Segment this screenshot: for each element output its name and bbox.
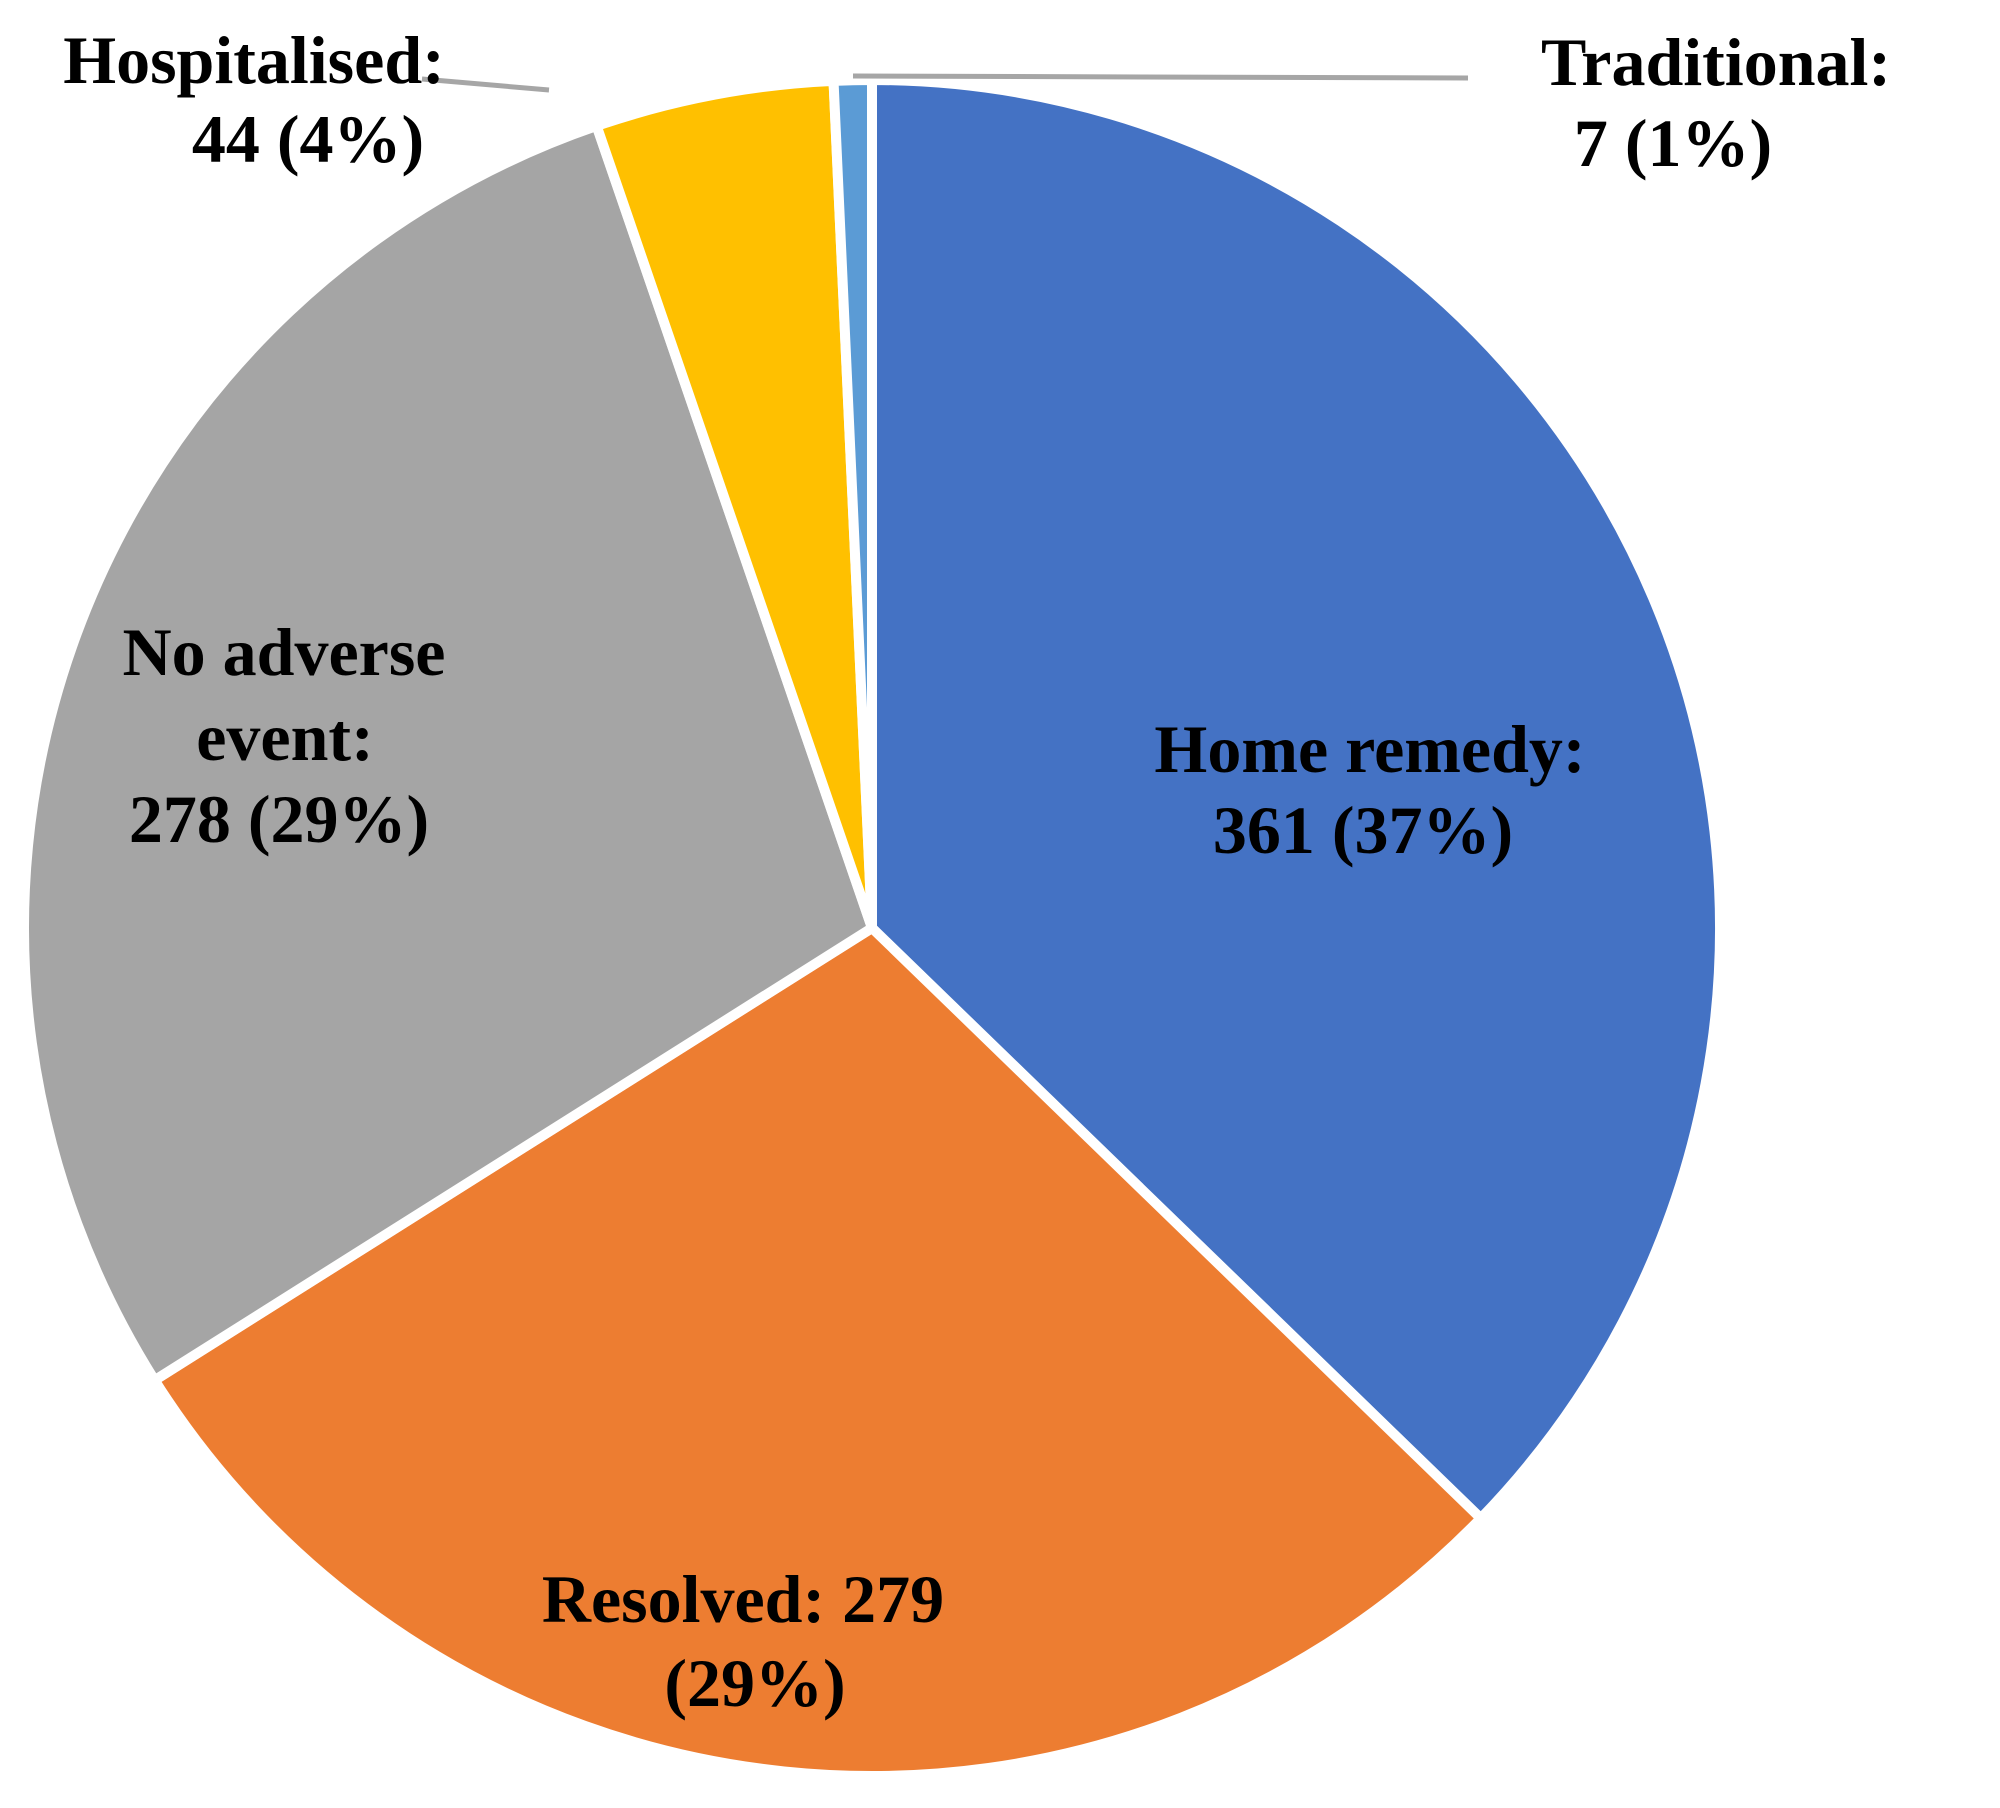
- pie-slice-hospitalised: [591, 75, 877, 933]
- slice-label-traditional: Traditional: 7 (1%): [1541, 24, 1891, 181]
- pie-slice-home-remedy: [867, 75, 1725, 1524]
- slice-label-hospitalised: Hospitalised: 44 (4%): [63, 22, 445, 177]
- hospitalised-leader-line: [421, 76, 550, 93]
- slice-label-resolved: Resolved: 279 (29%): [542, 1561, 944, 1721]
- pie-slice-no-adverse-event: [19, 120, 877, 1386]
- pie-slice-resolved: [149, 923, 1486, 1781]
- traditional-leader-line: [852, 73, 1469, 81]
- slice-label-no-adverse-event: No adverse event: 278 (29%): [123, 614, 446, 857]
- pie-slice-traditional: [828, 74, 877, 933]
- slice-label-home-remedy: Home remedy: 361 (37%): [1154, 711, 1585, 868]
